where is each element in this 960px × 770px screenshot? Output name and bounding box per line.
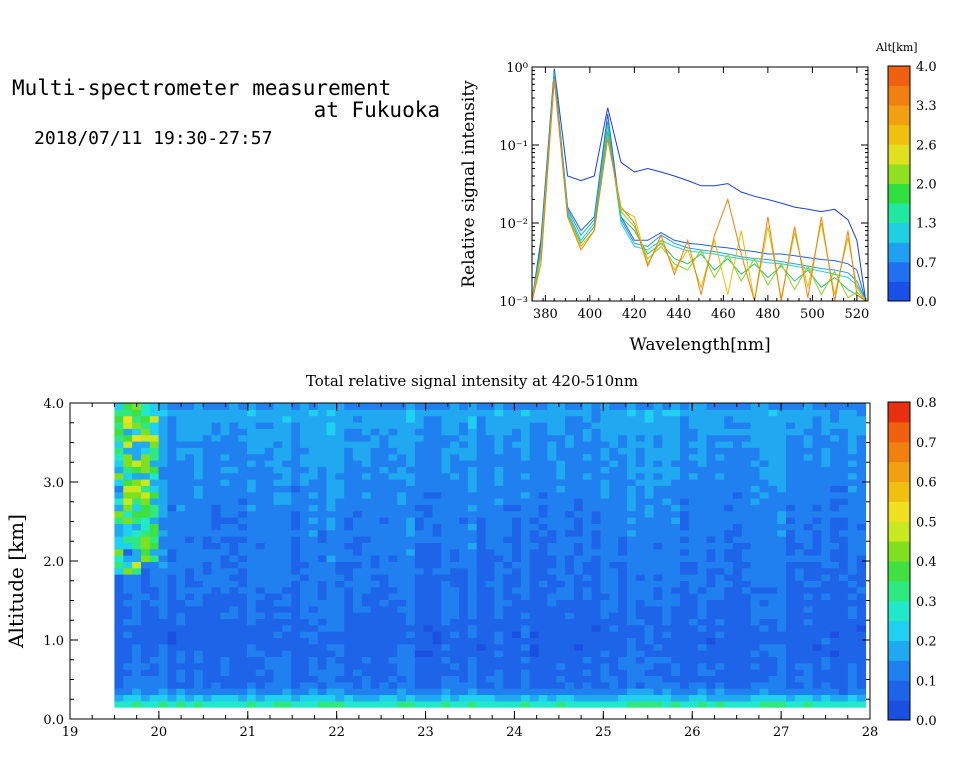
- spectrum-series-line: [531, 76, 867, 302]
- spectrum-x-tick-label: 440: [666, 307, 691, 322]
- altitude-colorbar-swatch: [888, 203, 910, 224]
- altitude-colorbar-swatch: [888, 281, 910, 302]
- spectrum-series-line: [531, 70, 867, 302]
- altitude-colorbar-swatch: [888, 66, 910, 87]
- altitude-colorbar-swatch: [888, 163, 910, 184]
- spectrum-y-tick-label: 10⁰: [506, 61, 528, 76]
- altitude-colorbar-swatch: [888, 85, 910, 106]
- altitude-colorbar-tick-label: 3.3: [916, 99, 937, 114]
- altitude-colorbar-swatch: [888, 222, 910, 243]
- spectrum-x-tick-label: 520: [844, 307, 869, 322]
- spectrum-x-tick-label: 500: [800, 307, 825, 322]
- spectrum-x-tick-label: 480: [755, 307, 780, 322]
- altitude-colorbar-tick-label: 0.7: [916, 256, 937, 271]
- spectrum-y-tick-label: 10⁻³: [499, 295, 528, 310]
- altitude-colorbar-tick-label: 2.0: [916, 178, 937, 193]
- spectrum-x-tick-label: 460: [711, 307, 736, 322]
- altitude-colorbar-swatch: [888, 105, 910, 126]
- date-range-subtitle: 2018/07/11 19:30-27:57: [34, 128, 273, 149]
- altitude-colorbar-swatch: [888, 183, 910, 204]
- altitude-colorbar-frame: [887, 65, 911, 302]
- main-title-line1: Multi-spectrometer measurement: [12, 76, 392, 100]
- spectrum-ylabel: Relative signal intensity: [459, 80, 479, 288]
- spectrum-plot-frame: [531, 66, 869, 302]
- altitude-colorbar-swatch: [888, 261, 910, 282]
- altitude-colorbar: 0.0 0.7 1.3 2.0 2.6 3.3 4.0: [887, 60, 937, 310]
- spectrum-axes: 380 400 420 440 460 480 500 520 10⁻³ 10⁻² 10⁻¹ 10⁰: [499, 61, 869, 322]
- spectrum-x-tick-label: 380: [533, 307, 558, 322]
- altitude-colorbar-tick-label: 4.0: [916, 60, 937, 75]
- altitude-colorbar-swatch: [888, 124, 910, 145]
- altitude-colorbar-swatch: [888, 144, 910, 165]
- spectrum-series-line: [531, 68, 867, 302]
- spectrum-series-line: [531, 72, 867, 302]
- altitude-colorbar-tick-label: 0.0: [916, 295, 937, 310]
- spectrum-series-line: [531, 79, 867, 302]
- spectrum-y-tick-label: 10⁻²: [499, 217, 528, 232]
- spectrum-y-tick-label: 10⁻¹: [499, 139, 528, 154]
- spectrum-lines: [531, 68, 867, 302]
- spectrum-x-tick-label: 420: [622, 307, 647, 322]
- altitude-colorbar-swatch: [888, 242, 910, 263]
- spectrum-series-line: [531, 74, 867, 302]
- altitude-colorbar-label: Alt[km]: [875, 41, 918, 54]
- spectrum-x-tick-label: 400: [577, 307, 602, 322]
- altitude-colorbar-tick-label: 2.6: [916, 138, 937, 153]
- main-title-line2: at Fukuoka: [313, 98, 440, 122]
- spectrum-xlabel: Wavelength[nm]: [629, 335, 770, 355]
- altitude-colorbar-tick-label: 1.3: [916, 217, 937, 232]
